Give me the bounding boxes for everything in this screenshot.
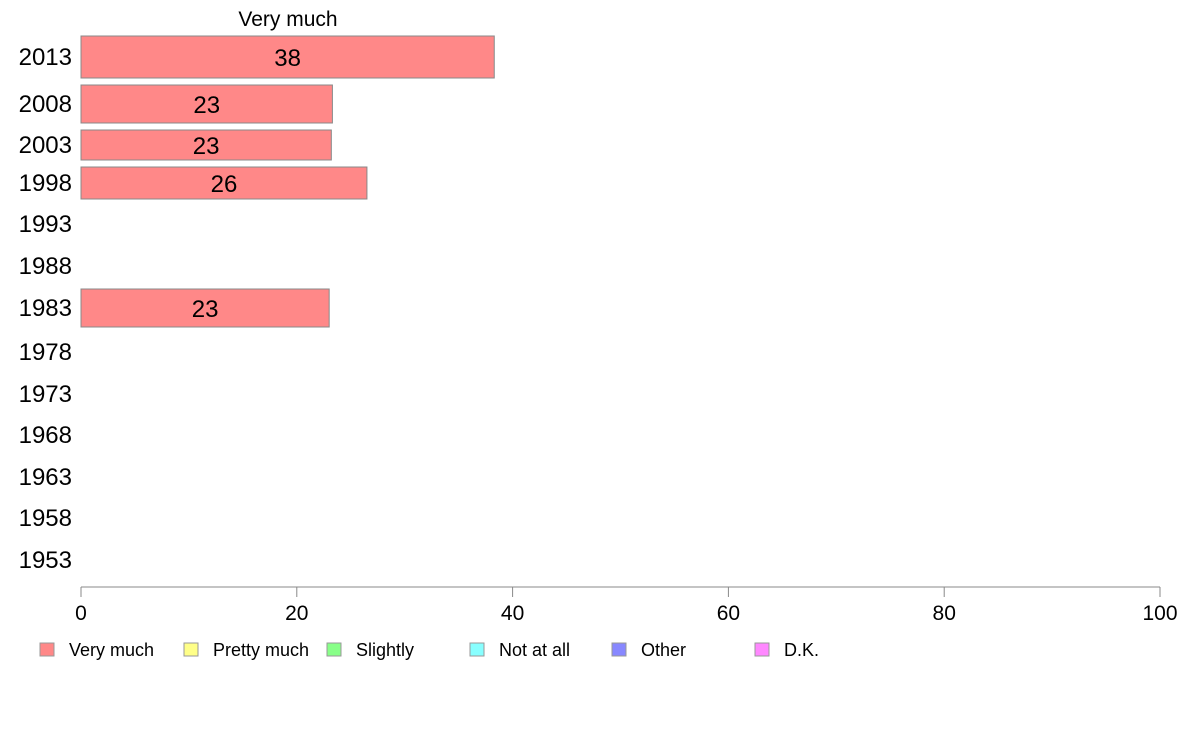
bar <box>80 166 368 200</box>
y-tick-label: 2013 <box>19 44 72 71</box>
x-tick-label: 60 <box>717 602 740 625</box>
y-tick-label: 1968 <box>19 422 72 449</box>
x-tick-label: 0 <box>75 602 87 625</box>
y-tick-label: 2003 <box>19 132 72 159</box>
legend-swatch <box>326 642 342 657</box>
legend-label: Other <box>641 640 686 660</box>
bars-group <box>80 35 495 328</box>
x-axis: 0 20 40 60 80 100 <box>75 586 1178 625</box>
bar-value-label: 23 <box>193 92 220 119</box>
x-tick-label: 20 <box>285 602 308 625</box>
y-tick-label: 1993 <box>19 211 72 238</box>
y-tick-label: 1963 <box>19 464 72 491</box>
bar-value-label: 23 <box>192 296 219 323</box>
legend-label: Slightly <box>356 640 414 660</box>
legend-swatch <box>183 642 199 657</box>
legend: Very much Pretty much Slightly Not at all Ot… <box>39 640 819 660</box>
bar <box>80 35 495 79</box>
y-axis-labels: 2013 2008 2003 1998 1993 1988 1983 1978 1973 1968… <box>19 44 72 574</box>
y-tick-label: 1988 <box>19 253 72 280</box>
legend-swatch <box>754 642 770 657</box>
legend-swatch <box>39 642 55 657</box>
x-tick-label: 80 <box>933 602 956 625</box>
x-tick-label: 40 <box>501 602 524 625</box>
legend-label: Very much <box>69 640 154 660</box>
bar <box>80 84 333 124</box>
legend-label: Not at all <box>499 640 570 660</box>
bar <box>80 288 330 328</box>
legend-label: Pretty much <box>213 640 309 660</box>
y-tick-label: 1998 <box>19 170 72 197</box>
bar-labels-group: 38 23 23 26 23 <box>192 45 301 323</box>
bar-value-label: 23 <box>193 133 220 160</box>
bar-value-label: 38 <box>274 45 301 72</box>
legend-label: D.K. <box>784 640 819 660</box>
y-tick-label: 1978 <box>19 339 72 366</box>
bar <box>80 129 332 161</box>
x-tick-label: 100 <box>1142 602 1177 625</box>
legend-swatch <box>611 642 627 657</box>
chart-title: Very much <box>238 8 337 31</box>
y-tick-label: 1958 <box>19 505 72 532</box>
y-tick-label: 2008 <box>19 91 72 118</box>
y-tick-label: 1953 <box>19 547 72 574</box>
y-tick-label: 1973 <box>19 381 72 408</box>
bar-value-label: 26 <box>211 171 238 198</box>
y-tick-label: 1983 <box>19 295 72 322</box>
legend-swatch <box>469 642 485 657</box>
